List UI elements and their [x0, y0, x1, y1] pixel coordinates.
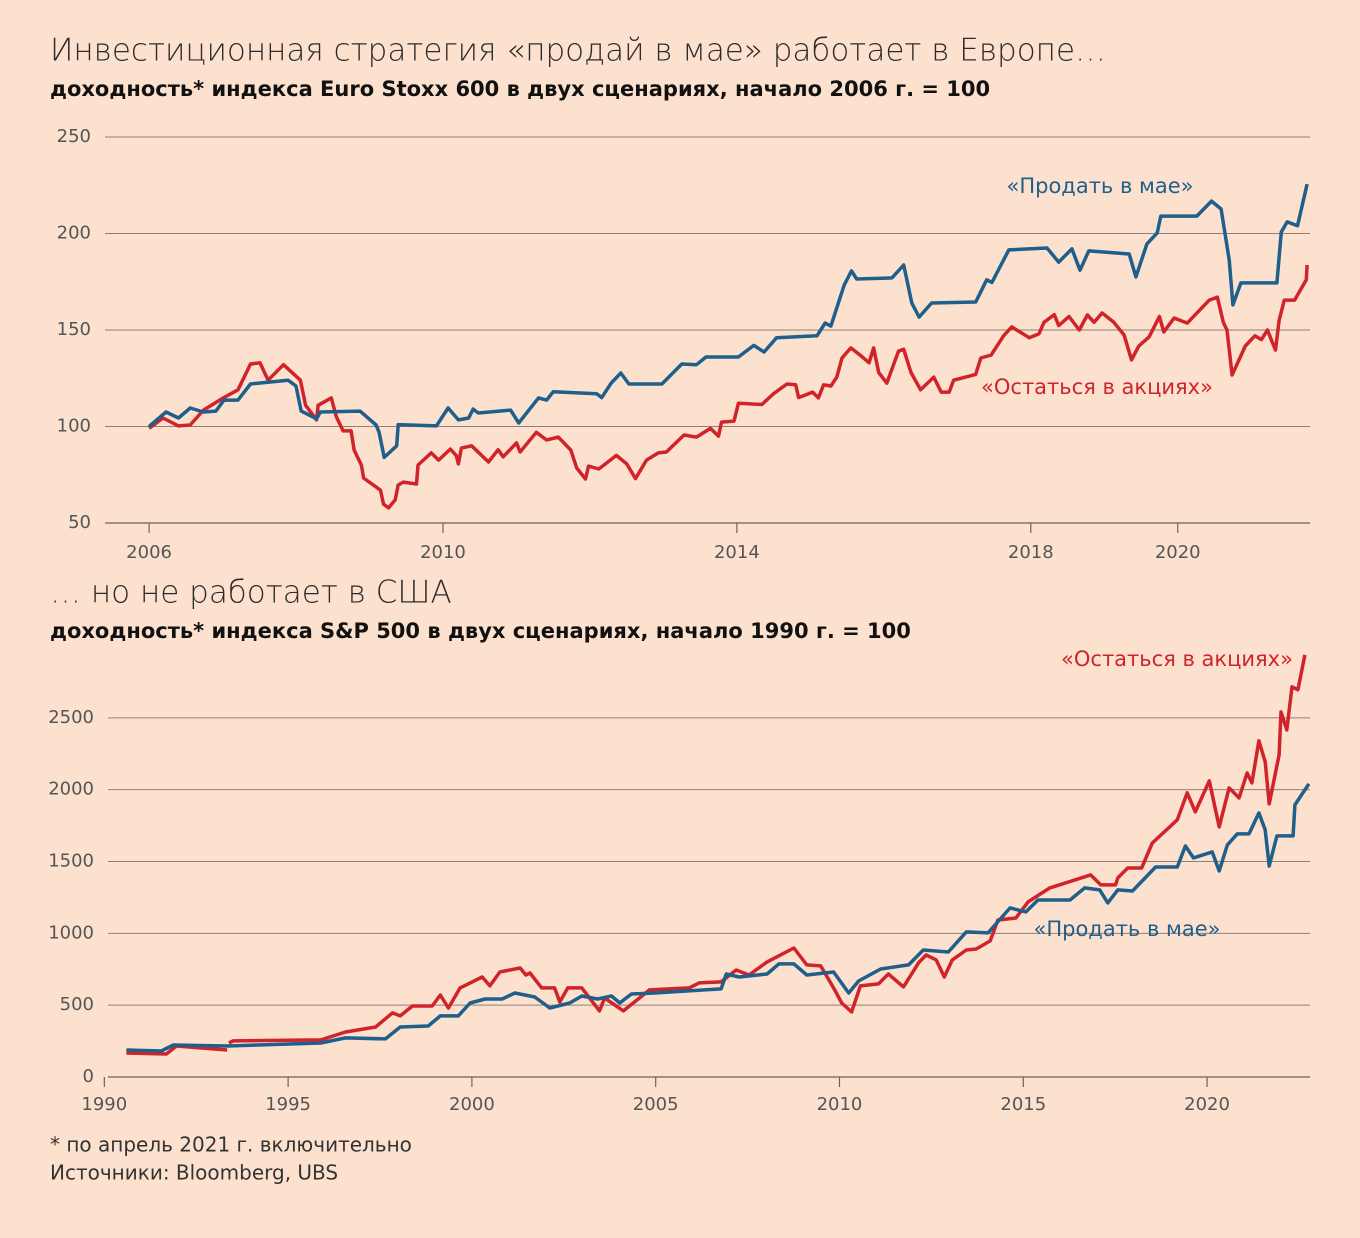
y-tick-label: 150 — [57, 319, 91, 340]
series-label: «Остаться в акциях» — [981, 375, 1213, 399]
chart-subtitle: доходность* индекса Euro Stoxx 600 в дву… — [50, 77, 990, 101]
y-tick-label: 0 — [83, 1066, 94, 1087]
y-tick-label: 500 — [60, 994, 94, 1015]
y-tick-label: 200 — [57, 223, 91, 244]
footnote: * по апрель 2021 г. включительно — [50, 1133, 412, 1157]
x-tick-label: 2010 — [420, 542, 466, 563]
x-tick-label: 2015 — [1000, 1094, 1046, 1115]
y-tick-label: 2500 — [48, 707, 94, 728]
series-line — [126, 654, 1307, 1056]
y-tick-label: 1000 — [48, 922, 94, 943]
chart-title: Инвестиционная стратегия «продай в мае» … — [50, 33, 1106, 69]
source: Источники: Bloomberg, UBS — [50, 1161, 338, 1185]
chart-title: … но не работает в США — [50, 575, 452, 611]
series-line — [126, 782, 1311, 1053]
x-tick-label: 2014 — [714, 542, 760, 563]
series-line — [148, 264, 1309, 510]
x-tick-label: 2020 — [1155, 542, 1201, 563]
y-tick-label: 2000 — [48, 779, 94, 800]
series-line — [147, 183, 1309, 460]
x-tick-label: 1990 — [81, 1094, 127, 1115]
chart-subtitle: доходность* индекса S&P 500 в двух сцена… — [50, 619, 911, 643]
x-tick-label: 1995 — [265, 1094, 311, 1115]
series-label: «Продать в мае» — [1006, 174, 1193, 198]
x-tick-label: 2020 — [1184, 1094, 1230, 1115]
y-tick-label: 1500 — [48, 851, 94, 872]
x-tick-label: 2018 — [1008, 542, 1054, 563]
x-tick-label: 2006 — [126, 542, 172, 563]
x-tick-label: 2010 — [817, 1094, 863, 1115]
y-tick-label: 50 — [68, 512, 91, 533]
series-label: «Продать в мае» — [1033, 917, 1220, 941]
x-tick-label: 2005 — [633, 1094, 679, 1115]
x-tick-label: 2000 — [449, 1094, 495, 1115]
y-tick-label: 100 — [57, 416, 91, 437]
y-tick-label: 250 — [57, 126, 91, 147]
series-label: «Остаться в акциях» — [1061, 647, 1293, 671]
